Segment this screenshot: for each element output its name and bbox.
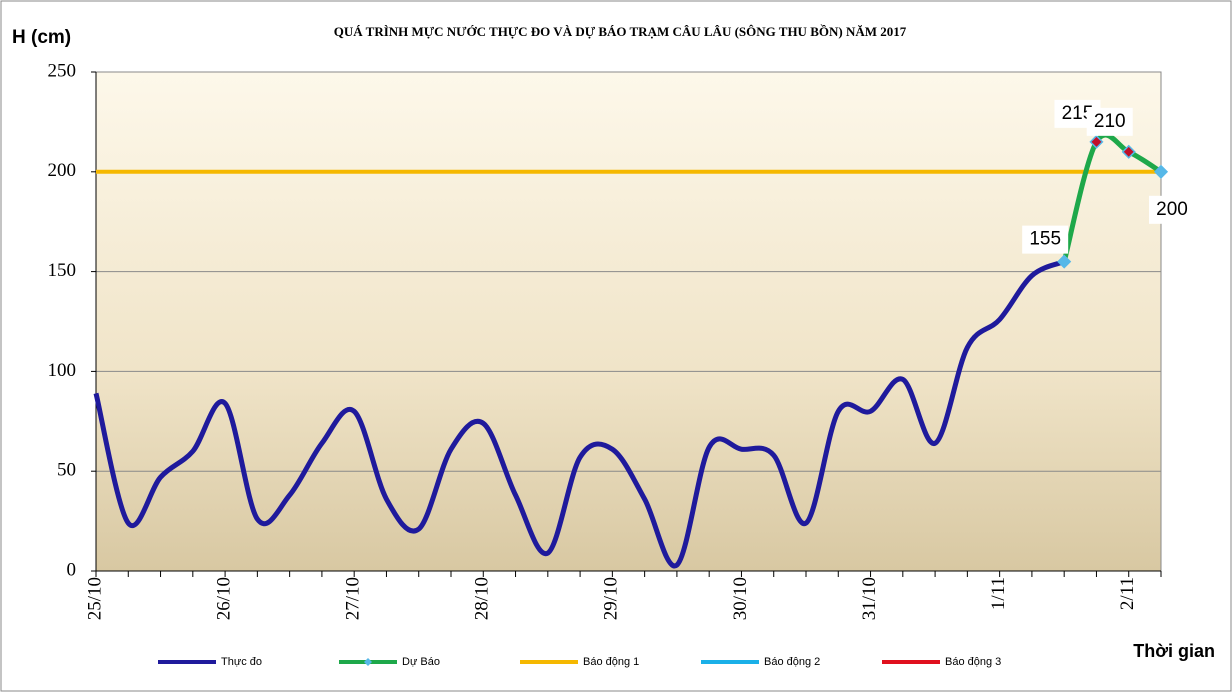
data-label: 200 bbox=[1156, 199, 1188, 220]
marker bbox=[1089, 134, 1104, 149]
y-tick-label: 50 bbox=[57, 460, 76, 481]
legend-label: Thực đo bbox=[221, 656, 262, 668]
x-tick-label: 31/10 bbox=[859, 577, 880, 620]
marker bbox=[1057, 254, 1072, 269]
marker bbox=[1153, 164, 1169, 179]
y-tick-label: 100 bbox=[48, 360, 77, 381]
x-axis-label: Thời gian bbox=[1133, 641, 1215, 661]
marker bbox=[1121, 144, 1136, 159]
data-label: 155 bbox=[1029, 229, 1061, 250]
x-tick-label: 2/11 bbox=[1117, 577, 1138, 610]
data-label-bg bbox=[1022, 225, 1069, 254]
x-tick-label: 26/10 bbox=[213, 577, 234, 620]
plot-area bbox=[95, 71, 1162, 572]
x-tick-label: 25/10 bbox=[84, 577, 105, 620]
legend-label: Báo động 1 bbox=[583, 656, 639, 668]
x-tick-label: 27/10 bbox=[343, 577, 364, 620]
y-tick-label: 150 bbox=[48, 260, 77, 281]
series-line bbox=[93, 259, 1066, 569]
x-tick-label: 1/11 bbox=[988, 577, 1009, 610]
data-label-bg bbox=[1149, 195, 1195, 224]
data-label: 215 bbox=[1062, 103, 1094, 124]
data-label: 210 bbox=[1094, 111, 1126, 132]
data-label-bg bbox=[1086, 107, 1133, 136]
legend-label: Dự Báo bbox=[402, 656, 440, 668]
y-axis-label: H (cm) bbox=[12, 27, 71, 48]
legend-label: Báo động 2 bbox=[764, 656, 820, 668]
y-tick-label: 200 bbox=[48, 160, 77, 181]
y-tick-label: 250 bbox=[48, 60, 77, 81]
x-tick-label: 29/10 bbox=[601, 577, 622, 620]
legend-label: Báo động 3 bbox=[945, 656, 1001, 668]
x-tick-label: 30/10 bbox=[730, 577, 751, 620]
legend-marker bbox=[364, 658, 372, 666]
chart-title: QUÁ TRÌNH MỰC NƯỚC THỰC ĐO VÀ DỰ BÁO TRẠ… bbox=[334, 24, 907, 39]
x-tick-label: 28/10 bbox=[472, 577, 493, 620]
y-tick-label: 0 bbox=[67, 559, 77, 580]
